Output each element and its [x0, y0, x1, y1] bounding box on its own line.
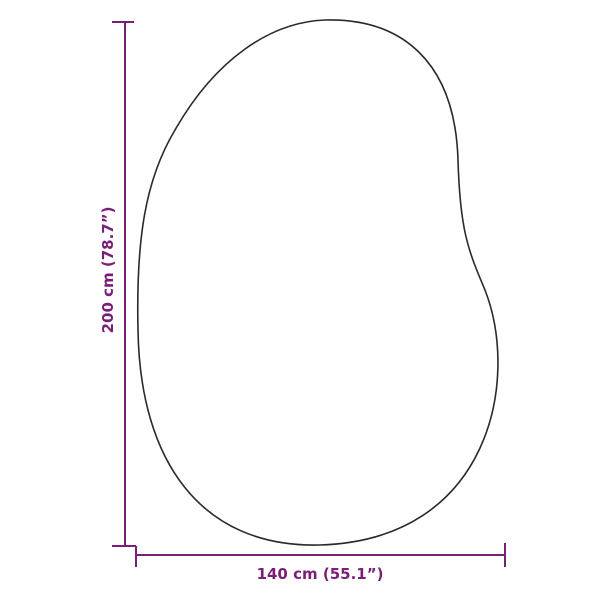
height-label: 200 cm (78.7”): [99, 206, 117, 334]
mirror-outline: [136, 19, 499, 546]
width-label: 140 cm (55.1”): [256, 565, 384, 583]
